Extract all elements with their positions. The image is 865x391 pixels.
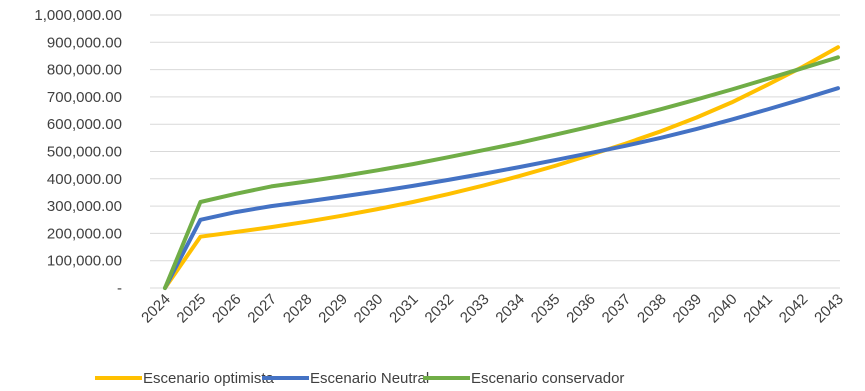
x-tick-label: 2041 [740, 291, 776, 327]
legend: Escenario optimista Escenario Neutral Esce… [95, 370, 624, 387]
y-tick-label: 400,000.00 [47, 171, 122, 188]
x-tick-label: 2042 [776, 291, 812, 327]
y-tick-label: 100,000.00 [47, 253, 122, 270]
x-tick-label: 2029 [315, 291, 351, 327]
x-axis-tick-labels: 2024 2025 2026 2027 2028 2029 2030 2031 2032 2033… [138, 291, 847, 327]
x-tick-label: 2031 [386, 291, 422, 327]
series-lines [163, 45, 840, 290]
series-line-1 [163, 45, 840, 290]
y-tick-label: 1,000,000.00 [34, 7, 122, 24]
series-line-2 [163, 86, 840, 290]
x-tick-label: 2037 [599, 291, 635, 327]
y-tick-label: 300,000.00 [47, 198, 122, 215]
y-tick-label: 200,000.00 [47, 225, 122, 242]
x-tick-label: 2039 [670, 291, 706, 327]
x-tick-label: 2030 [351, 291, 387, 327]
y-tick-label: 600,000.00 [47, 116, 122, 133]
y-axis-tick-labels: - 100,000.00 200,000.00 300,000.00 400,000.0… [34, 7, 122, 297]
y-tick-label: 800,000.00 [47, 62, 122, 79]
gridlines [150, 14, 840, 289]
y-tick-label: 500,000.00 [47, 144, 122, 161]
x-tick-label: 2036 [563, 291, 599, 327]
x-tick-label: 2043 [811, 291, 847, 327]
legend-label: Escenario optimista [143, 370, 275, 387]
x-tick-label: 2024 [138, 291, 174, 327]
series-line-3 [163, 55, 840, 290]
x-tick-label: 2032 [422, 291, 458, 327]
y-tick-label: 900,000.00 [47, 34, 122, 51]
y-tick-label: 700,000.00 [47, 89, 122, 106]
x-tick-label: 2028 [280, 291, 316, 327]
x-tick-label: 2033 [457, 291, 493, 327]
x-tick-label: 2034 [492, 291, 528, 327]
x-tick-label: 2040 [705, 291, 741, 327]
legend-label: Escenario conservador [471, 370, 624, 387]
x-tick-label: 2027 [244, 291, 280, 327]
x-tick-label: 2038 [634, 291, 670, 327]
legend-label: Escenario Neutral [310, 370, 429, 387]
x-tick-label: 2035 [528, 291, 564, 327]
x-tick-label: 2025 [174, 291, 210, 327]
y-tick-label: - [117, 280, 122, 297]
x-tick-label: 2026 [209, 291, 245, 327]
